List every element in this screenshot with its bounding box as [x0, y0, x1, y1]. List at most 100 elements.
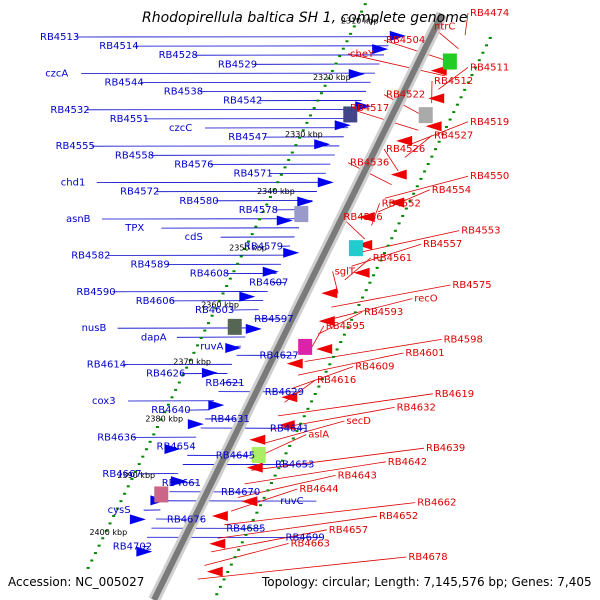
rail-dot — [352, 25, 356, 28]
rail-dot — [115, 507, 119, 510]
rail-dot — [203, 329, 207, 332]
rail-dot — [185, 366, 189, 369]
forward-gene-arrow — [206, 566, 223, 577]
rail-dot — [346, 326, 350, 329]
rail-dot — [273, 474, 277, 477]
rail-dot — [123, 492, 127, 495]
rail-dot — [90, 559, 94, 562]
right-gene-label: ntrC — [434, 22, 455, 33]
right-gene-label: RB4595 — [326, 321, 365, 332]
reverse-gene-arrow — [208, 400, 225, 411]
rail-dot — [415, 185, 419, 188]
rail-dot — [222, 578, 226, 581]
reverse-gene-arrow — [187, 419, 204, 430]
rail-dot — [283, 166, 287, 169]
rail-dot — [298, 136, 302, 139]
rail-dot — [294, 144, 298, 147]
reverse-gene-arrow — [170, 476, 187, 487]
left-gene-label: RB4528 — [159, 50, 198, 61]
left-gene-label: cdS — [185, 232, 203, 243]
gene-content-box — [348, 240, 363, 257]
kbp-tick-label: 2350 kbp — [229, 244, 267, 253]
left-gene-label: czcC — [169, 123, 192, 134]
rail-dot — [363, 3, 367, 6]
reverse-gene-arrow — [355, 101, 372, 112]
left-gene-label: RB4597 — [254, 314, 293, 325]
rail-dot — [196, 344, 200, 347]
kbp-tick-label: 2380 kbp — [145, 414, 183, 423]
rail-dot — [225, 285, 229, 288]
right-gene-label: RB4550 — [470, 171, 509, 182]
right-gene-label: RB4556 — [343, 212, 382, 223]
right-leader-line — [404, 135, 433, 158]
forward-gene-arrow — [321, 288, 338, 299]
rail-dot — [466, 81, 470, 84]
kbp-tick-label: 2390 kbp — [117, 471, 155, 480]
right-gene-label: RB4642 — [388, 457, 427, 468]
rail-dot — [341, 47, 345, 50]
rail-dot — [86, 566, 90, 569]
right-leader-line — [383, 94, 426, 118]
rail-dot — [434, 148, 438, 151]
forward-gene-arrow — [396, 135, 413, 146]
right-gene-label: RB4616 — [317, 375, 356, 386]
rail-dot — [330, 69, 334, 72]
rail-dot — [291, 437, 295, 440]
forward-gene-arrow — [249, 434, 266, 445]
left-gene-label: RB4590 — [76, 287, 115, 298]
right-gene-label: RB4619 — [435, 389, 474, 400]
rail-dot — [356, 18, 360, 21]
left-gene-label: RB4641 — [270, 423, 309, 434]
right-gene-label: RB4526 — [386, 144, 425, 155]
right-gene-label: cheY — [350, 49, 375, 60]
right-gene-label: RB4644 — [299, 484, 338, 495]
left-gene-label: RB4576 — [174, 159, 213, 170]
right-gene-label: RB4504 — [386, 35, 425, 46]
rail-dot — [375, 266, 379, 269]
rail-dot — [386, 244, 390, 247]
reverse-gene-arrow — [314, 139, 331, 150]
rail-dot — [229, 563, 233, 566]
rail-dot — [477, 59, 481, 62]
right-gene-label: RB4632 — [397, 402, 436, 413]
rail-dot — [393, 229, 397, 232]
rail-dot — [226, 571, 230, 574]
rail-dot — [342, 333, 346, 336]
right-leader-line — [304, 339, 442, 362]
rail-dot — [141, 455, 145, 458]
reverse-gene-arrow — [262, 266, 279, 277]
rail-dot — [144, 448, 148, 451]
right-gene-label: RB4609 — [355, 362, 394, 373]
rail-dot — [155, 425, 159, 428]
right-leader-line — [358, 230, 460, 254]
rail-dot — [299, 422, 303, 425]
rail-dot — [148, 440, 152, 443]
rail-dot — [353, 311, 357, 314]
rail-dot — [221, 292, 225, 295]
rail-dot — [215, 593, 219, 596]
rail-dot — [349, 32, 353, 35]
rail-dot — [93, 552, 97, 555]
rail-dot — [452, 111, 456, 114]
rail-dot — [360, 10, 364, 13]
right-leader-line — [438, 67, 469, 90]
right-gene-label: RB4601 — [405, 348, 444, 359]
rail-dot — [306, 407, 310, 410]
right-leader-line — [344, 257, 372, 281]
left-gene-label: RB4606 — [136, 296, 175, 307]
rail-dot — [152, 433, 156, 436]
rail-dot — [423, 170, 427, 173]
left-gene-label: RB4653 — [275, 460, 314, 471]
left-gene-label: RB4699 — [286, 533, 325, 544]
right-leader-line — [231, 488, 298, 512]
right-leader-line — [204, 543, 289, 566]
rail-dot — [463, 88, 467, 91]
rail-dot — [379, 259, 383, 262]
rail-dot — [269, 481, 273, 484]
rail-dot — [232, 270, 236, 273]
left-gene-label: ruvA — [200, 341, 223, 352]
rail-dot — [364, 289, 368, 292]
rail-dot — [192, 351, 196, 354]
rail-dot — [134, 470, 138, 473]
